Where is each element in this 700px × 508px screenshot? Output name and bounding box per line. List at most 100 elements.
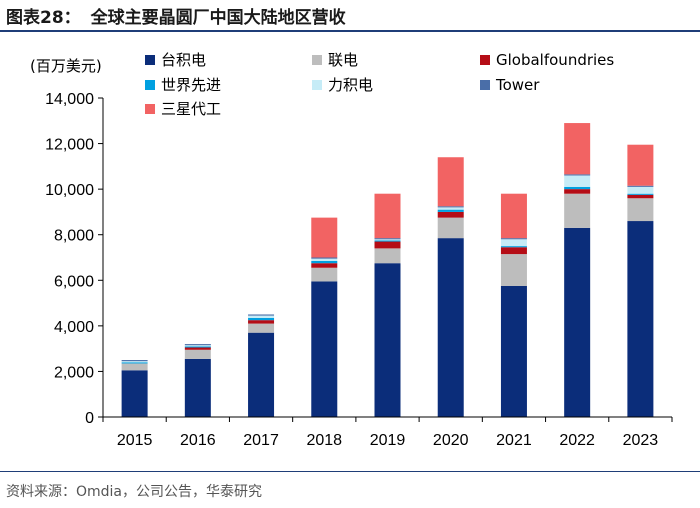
bar-stack-2019 (374, 193, 401, 417)
bar-segment-series-4 (121, 361, 148, 363)
bar-segment-series-3 (500, 246, 527, 248)
legend-label: 台积电 (161, 51, 206, 69)
stacked-bar-chart: (百万美元) 台积电 联电 Globalfoundries 世界先进 力积电 Tower 三… (30, 51, 673, 449)
bar-segment-series-1 (500, 254, 527, 286)
bar-segment-series-4 (184, 345, 211, 347)
bar-segment-series-5 (184, 344, 211, 346)
bar-segment-series-4 (437, 207, 464, 210)
legend-label: 世界先进 (161, 76, 221, 94)
legend-label: 联电 (328, 51, 358, 69)
y-axis: 0 2,000 4,000 6,000 8,000 10,000 12,000 14,000 (45, 91, 104, 427)
unit-label: (百万美元) (30, 57, 102, 75)
bar-stack-2018 (311, 217, 338, 417)
x-tick-label: 2022 (559, 432, 595, 449)
x-tick-label: 2023 (623, 432, 659, 449)
bar-segment-series-1 (121, 363, 148, 371)
bar-segment-series-4 (564, 175, 591, 187)
bar-segment-series-2 (311, 263, 338, 268)
bar-stack-2016 (184, 344, 211, 417)
bar-segment-series-3 (564, 186, 591, 190)
bar-segment-series-6 (627, 144, 654, 186)
bar-segment-series-0 (184, 358, 211, 417)
bar-segment-series-1 (627, 198, 654, 222)
bar-segment-series-3 (184, 346, 211, 348)
bar-segment-series-4 (311, 258, 338, 261)
bar-segment-series-4 (500, 239, 527, 247)
bar-segment-series-6 (437, 157, 464, 207)
legend-item-0: 台积电 (145, 51, 206, 69)
bar-segment-series-5 (248, 314, 275, 316)
bar-segment-series-6 (564, 123, 591, 175)
bar-segment-series-4 (627, 186, 654, 194)
bar-segment-series-2 (627, 194, 654, 199)
legend-swatch (480, 55, 490, 65)
bar-segment-series-0 (500, 285, 527, 417)
legend-item-3: 世界先进 (145, 76, 221, 94)
legend-swatch (312, 55, 322, 65)
x-tick-label: 2017 (243, 432, 279, 449)
bar-stack-2020 (437, 157, 464, 417)
bar-segment-series-2 (500, 247, 527, 255)
legend-swatch (145, 55, 155, 65)
x-tick-label: 2018 (306, 432, 342, 449)
y-tick-label: 2,000 (54, 364, 94, 381)
bar-segment-series-2 (374, 241, 401, 249)
legend-item-6: 三星代工 (145, 100, 221, 118)
legend-label: Tower (495, 76, 540, 94)
bar-segment-series-3 (121, 362, 148, 364)
bar-stack-2017 (248, 314, 275, 417)
bar-segment-series-0 (564, 227, 591, 417)
bar-segment-series-3 (437, 209, 464, 212)
figure-title-text: 全球主要晶圆厂中国大陆地区营收 (90, 8, 346, 28)
x-axis: 2015 2016 2017 2018 2019 2020 2021 2022 2023 (102, 416, 673, 449)
bar-segment-series-6 (311, 217, 338, 258)
bar-segment-series-0 (248, 332, 275, 417)
legend-item-4: 力积电 (312, 76, 373, 94)
legend-swatch (145, 104, 155, 114)
bar-segment-series-0 (374, 263, 401, 417)
legend-item-1: 联电 (312, 51, 358, 69)
bar-segment-series-4 (374, 239, 401, 241)
figure-label: 图表28： (6, 8, 81, 28)
bar-segment-series-6 (500, 193, 527, 239)
legend-swatch (145, 80, 155, 90)
bar-segment-series-2 (248, 320, 275, 324)
bar-segment-series-1 (311, 267, 338, 282)
legend-label: Globalfoundries (496, 51, 614, 69)
bar-segment-series-1 (564, 193, 591, 228)
bar-segment-series-3 (311, 260, 338, 264)
y-tick-label: 12,000 (45, 137, 94, 154)
x-tick-label: 2020 (433, 432, 469, 449)
y-tick-label: 6,000 (54, 273, 94, 290)
source-note: 资料来源：Omdia，公司公告，华泰研究 (6, 484, 263, 500)
x-tick-label: 2016 (180, 432, 216, 449)
legend-label: 力积电 (328, 76, 373, 94)
bar-segment-series-4 (248, 315, 275, 318)
legend-item-5: Tower (480, 76, 540, 94)
legend-swatch (312, 80, 322, 90)
bar-segment-series-1 (437, 217, 464, 239)
legend-label: 三星代工 (161, 100, 221, 118)
bar-segment-series-0 (437, 238, 464, 417)
bar-segment-series-5 (500, 238, 527, 240)
bar-segment-series-5 (311, 257, 338, 259)
bar-stack-2015 (121, 360, 148, 417)
bars (121, 123, 654, 417)
bar-segment-series-5 (121, 360, 148, 362)
bar-segment-series-2 (184, 347, 211, 350)
bar-segment-series-5 (627, 185, 654, 187)
bar-segment-series-5 (564, 174, 591, 176)
legend: 台积电 联电 Globalfoundries 世界先进 力积电 Tower 三星代工 (145, 51, 614, 118)
bar-stack-2022 (564, 123, 591, 417)
bar-segment-series-1 (184, 349, 211, 359)
legend-swatch (480, 80, 490, 90)
y-tick-label: 14,000 (45, 91, 94, 108)
bar-segment-series-2 (437, 211, 464, 218)
bar-segment-series-1 (248, 323, 275, 333)
bar-segment-series-1 (374, 248, 401, 264)
y-tick-label: 10,000 (45, 182, 94, 199)
bar-stack-2023 (627, 144, 654, 417)
figure-title: 图表28： 全球主要晶圆厂中国大陆地区营收 (6, 3, 346, 28)
bar-segment-series-5 (437, 206, 464, 208)
bar-stack-2021 (500, 193, 527, 417)
